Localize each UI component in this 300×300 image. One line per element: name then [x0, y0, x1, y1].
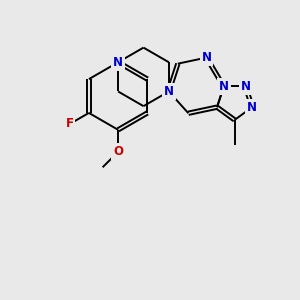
Text: O: O	[113, 145, 123, 158]
Text: N: N	[113, 56, 123, 69]
Text: N: N	[247, 101, 257, 114]
Text: N: N	[164, 85, 174, 98]
Text: N: N	[202, 51, 212, 64]
Text: N: N	[219, 80, 229, 93]
Text: N: N	[219, 80, 229, 93]
Text: N: N	[241, 80, 250, 93]
Text: F: F	[66, 117, 74, 130]
